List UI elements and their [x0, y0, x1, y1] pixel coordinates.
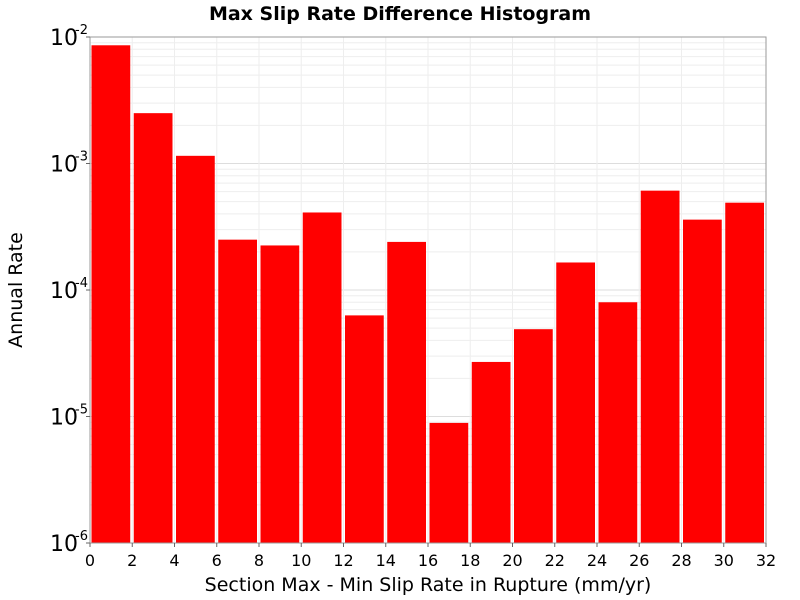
y-tick-label: 10	[50, 153, 78, 178]
y-axis-label: Annual Rate	[5, 232, 27, 348]
x-tick-label: 28	[671, 551, 691, 570]
bar-5	[302, 212, 342, 543]
bar-10	[514, 329, 553, 543]
x-tick-label: 10	[291, 551, 311, 570]
bars-group	[91, 45, 764, 544]
x-tick-label: 20	[502, 551, 522, 570]
bar-13	[640, 190, 680, 544]
y-tick-exponent: -3	[75, 150, 88, 165]
bar-3	[218, 239, 257, 543]
y-tick-exponent: -4	[75, 276, 88, 291]
bar-6	[345, 315, 384, 543]
y-tick-exponent: -6	[75, 529, 88, 544]
x-tick-label: 22	[545, 551, 565, 570]
x-tick-label: 14	[376, 551, 396, 570]
bar-11	[556, 262, 595, 543]
bar-0	[91, 45, 131, 543]
x-tick-label: 12	[333, 551, 353, 570]
y-tick-exponent: -5	[75, 403, 88, 418]
bar-8	[429, 422, 469, 543]
y-tick-label: 10	[50, 532, 78, 557]
bar-4	[260, 245, 300, 543]
y-tick-label: 10	[50, 26, 78, 51]
y-tick-label: 10	[50, 406, 78, 431]
x-tick-label: 30	[714, 551, 734, 570]
x-tick-label: 32	[756, 551, 776, 570]
y-axis-ticks: 10-610-510-410-310-2	[50, 23, 90, 557]
x-tick-label: 26	[629, 551, 649, 570]
bar-2	[176, 155, 215, 543]
x-tick-label: 6	[212, 551, 222, 570]
bar-1	[133, 113, 173, 544]
bar-7	[387, 241, 426, 544]
x-axis-ticks: 0 2 4 6 8 10 12 14 16 18 20 22 24 26 28 30 32	[85, 543, 776, 570]
x-axis-label: Section Max - Min Slip Rate in Rupture (…	[205, 574, 652, 596]
bar-12	[598, 302, 638, 543]
bar-9	[471, 361, 511, 543]
x-tick-label: 0	[85, 551, 95, 570]
y-tick-exponent: -2	[75, 23, 88, 38]
x-tick-label: 2	[127, 551, 137, 570]
y-tick-label: 10	[50, 279, 78, 304]
x-tick-label: 18	[460, 551, 480, 570]
bar-14	[683, 219, 722, 543]
bar-15	[725, 202, 764, 544]
x-tick-label: 4	[169, 551, 179, 570]
x-tick-label: 8	[254, 551, 264, 570]
chart-title: Max Slip Rate Difference Histogram	[209, 3, 591, 25]
x-tick-label: 16	[418, 551, 438, 570]
x-tick-label: 24	[587, 551, 607, 570]
